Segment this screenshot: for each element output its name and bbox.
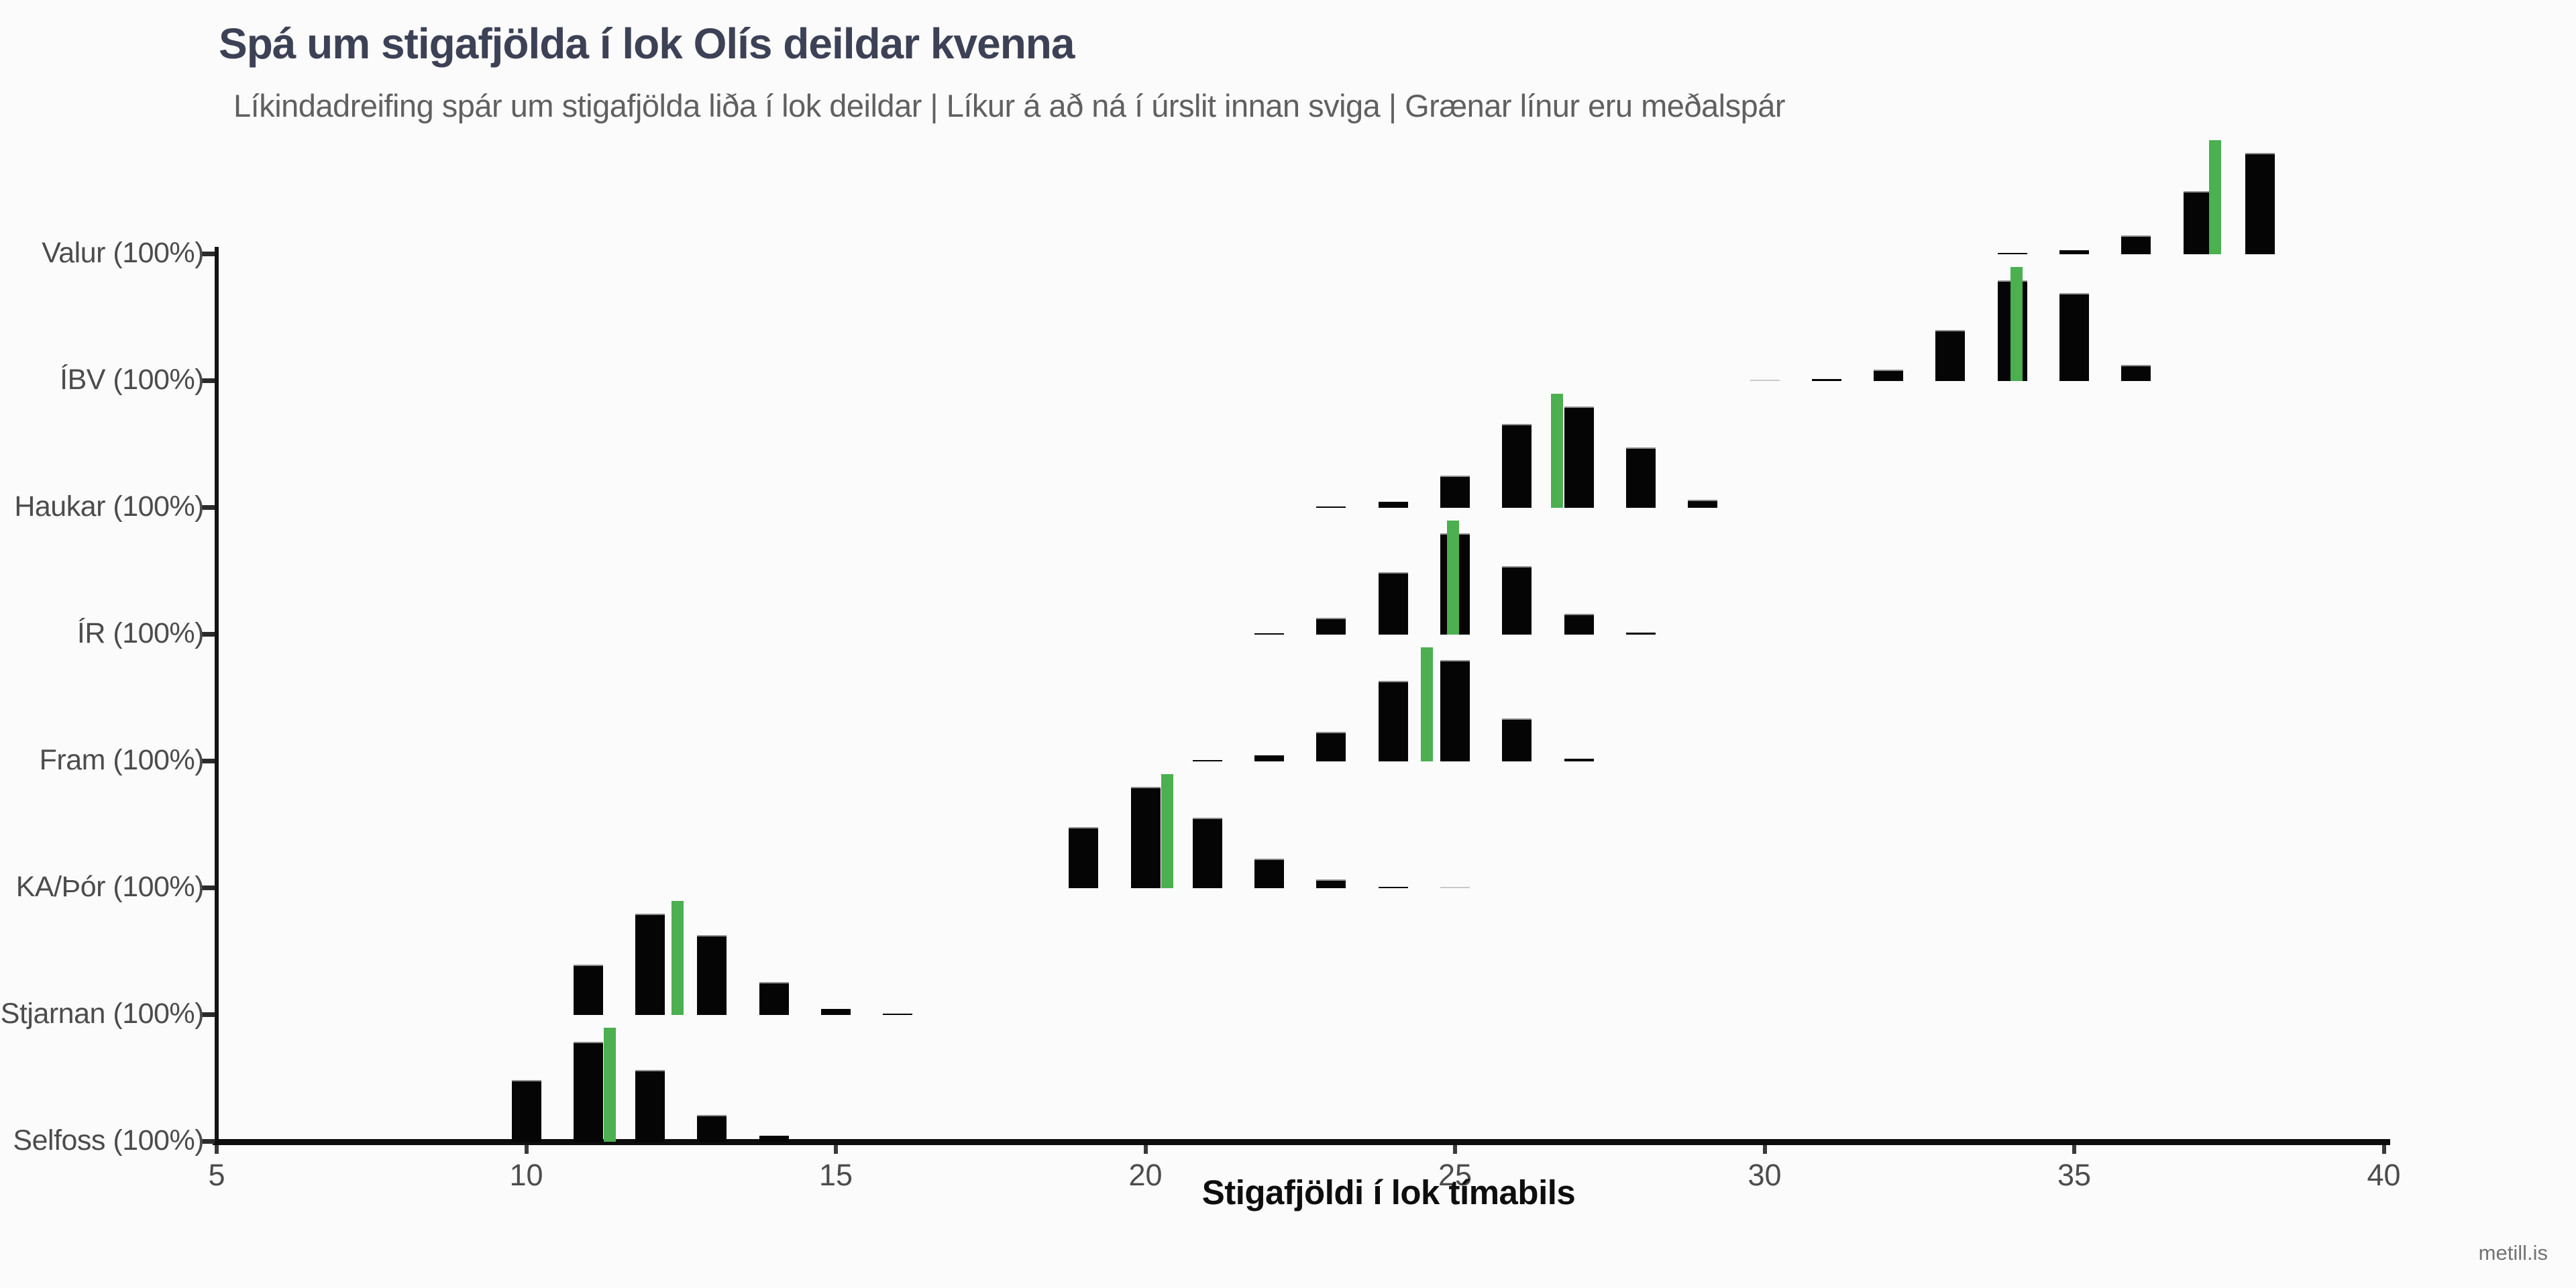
- y-tick-label: Valur (100%): [42, 237, 204, 269]
- x-axis-tick: [1143, 1145, 1148, 1154]
- histogram-bar: [1688, 500, 1717, 508]
- histogram-bar: [2059, 250, 2089, 254]
- mean-forecast-line: [1421, 647, 1433, 761]
- histogram-bar: [2059, 293, 2089, 381]
- y-tick-label: Haukar (100%): [14, 490, 204, 523]
- histogram-bar: [1564, 759, 1594, 761]
- x-axis-tick: [1762, 1145, 1767, 1154]
- y-axis-tick: [200, 1012, 215, 1017]
- histogram-bar: [1131, 787, 1161, 888]
- histogram-bar: [697, 935, 727, 1015]
- x-axis-tick: [2072, 1145, 2076, 1154]
- histogram-bar: [1502, 566, 1532, 635]
- histogram-bar: [1626, 447, 1656, 508]
- mean-forecast-line: [1551, 394, 1563, 508]
- y-axis-tick: [200, 885, 215, 890]
- histogram-bar: [1440, 476, 1470, 508]
- histogram-bar: [697, 1115, 727, 1142]
- histogram-bar: [1379, 681, 1408, 761]
- histogram-bar: [574, 965, 603, 1015]
- x-tick-label: 20: [1128, 1158, 1163, 1192]
- mean-forecast-line: [1447, 521, 1459, 635]
- histogram-bar: [883, 1014, 912, 1015]
- x-tick-label: 35: [2057, 1158, 2092, 1192]
- histogram-bar: [1935, 330, 1965, 381]
- histogram-bar: [1379, 572, 1408, 635]
- histogram-bar: [1502, 424, 1532, 508]
- x-axis-tick: [834, 1145, 838, 1154]
- watermark: metill.is: [2478, 1241, 2548, 1265]
- histogram-bar: [1254, 633, 1284, 635]
- x-tick-label: 5: [208, 1158, 225, 1192]
- mean-forecast-line: [672, 901, 684, 1015]
- histogram-bar: [1440, 660, 1470, 761]
- histogram-bar: [1254, 859, 1284, 888]
- histogram-bar: [1193, 818, 1222, 888]
- y-tick-label: Fram (100%): [39, 744, 205, 776]
- histogram-bar: [1316, 732, 1346, 761]
- histogram-bar: [759, 1136, 789, 1142]
- mean-forecast-line: [1161, 774, 1173, 888]
- y-tick-label: ÍR (100%): [76, 617, 205, 649]
- histogram-bar: [635, 914, 665, 1015]
- y-axis-tick: [200, 378, 215, 383]
- histogram-bar: [759, 982, 789, 1015]
- histogram-bar: [821, 1009, 851, 1015]
- y-axis-tick: [200, 505, 215, 510]
- y-tick-label: Stjarnan (100%): [0, 998, 205, 1030]
- histogram-bar: [1750, 380, 1780, 381]
- histogram-bar: [2245, 153, 2275, 254]
- x-tick-label: 25: [1438, 1158, 1472, 1192]
- histogram-bar: [635, 1070, 665, 1142]
- x-tick-label: 15: [818, 1158, 853, 1192]
- chart-subtitle: Líkindadreifing spár um stigafjölda liða…: [233, 88, 1786, 123]
- histogram-bar: [574, 1042, 603, 1142]
- mean-forecast-line: [2209, 140, 2221, 254]
- x-tick-label: 30: [1748, 1158, 1782, 1192]
- histogram-bar: [1316, 879, 1346, 888]
- x-tick-label: 40: [2367, 1158, 2401, 1192]
- mean-forecast-line: [604, 1028, 616, 1142]
- histogram-bar: [2121, 235, 2151, 254]
- histogram-bar: [1379, 502, 1408, 508]
- x-axis-title: Stigafjöldi í lok tímabils: [1201, 1173, 1576, 1212]
- y-axis-tick: [200, 759, 215, 763]
- histogram-bar: [512, 1080, 541, 1142]
- histogram-bar: [1316, 618, 1346, 635]
- y-tick-label: Selfoss (100%): [13, 1124, 204, 1157]
- histogram-bar: [1812, 379, 1841, 381]
- histogram-bar: [1440, 887, 1470, 888]
- chart-title: Spá um stigafjölda í lok Olís deildar kv…: [219, 19, 1075, 68]
- histogram-bar: [1874, 370, 1903, 381]
- histogram-bar: [1193, 760, 1222, 761]
- histogram-bar: [1254, 755, 1284, 761]
- x-axis-line: [213, 1139, 2390, 1145]
- y-tick-label: KA/Þór (100%): [15, 871, 205, 903]
- y-axis-tick: [200, 632, 215, 637]
- histogram-bar: [1379, 887, 1408, 888]
- y-tick-label: ÍBV (100%): [60, 364, 204, 396]
- x-axis-tick: [1453, 1145, 1457, 1154]
- histogram-bar: [1502, 718, 1532, 761]
- x-tick-label: 10: [509, 1158, 543, 1192]
- histogram-bar: [2121, 365, 2151, 381]
- histogram-bar: [1564, 407, 1594, 508]
- x-axis-tick: [2381, 1145, 2386, 1154]
- y-axis-tick: [200, 1139, 215, 1144]
- x-axis-tick: [524, 1145, 529, 1154]
- mean-forecast-line: [2010, 267, 2023, 381]
- histogram-bar: [1069, 827, 1098, 888]
- histogram-bar: [1316, 506, 1346, 508]
- x-axis-tick: [215, 1145, 219, 1154]
- y-axis-tick: [200, 252, 215, 256]
- histogram-bar: [1626, 633, 1656, 635]
- histogram-bar: [1998, 253, 2027, 254]
- y-axis-line: [215, 247, 219, 1144]
- histogram-bar: [1564, 614, 1594, 635]
- histogram-bar: [2184, 191, 2213, 254]
